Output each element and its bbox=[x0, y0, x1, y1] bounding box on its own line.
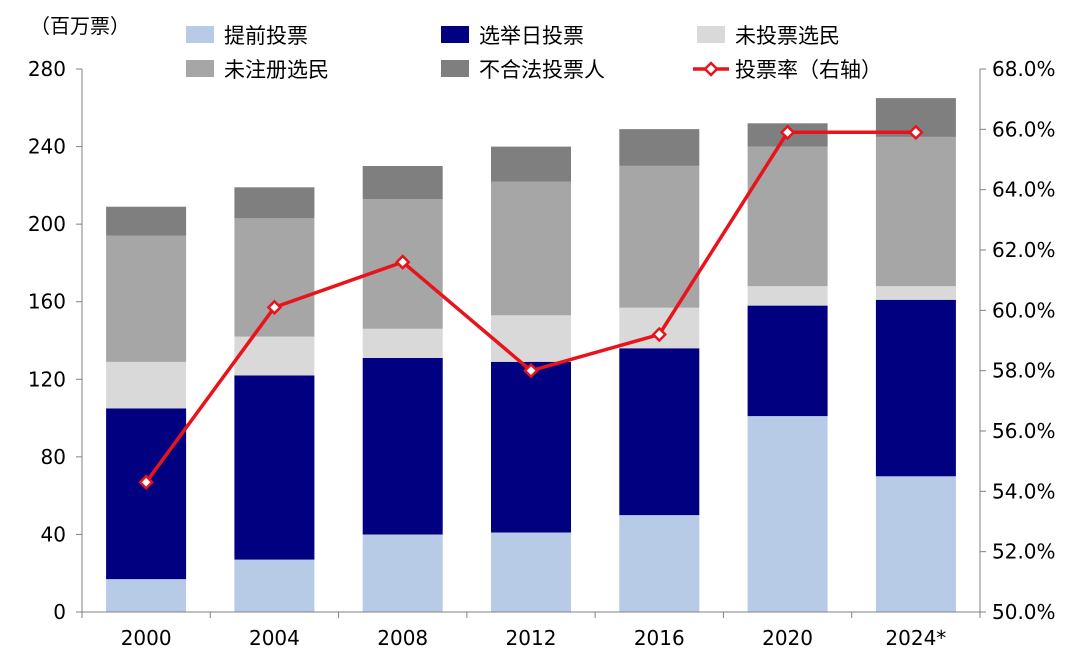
x-tick-label: 2024* bbox=[885, 626, 946, 650]
left-tick-label: 160 bbox=[28, 290, 66, 314]
bar-2020-series-1 bbox=[747, 305, 828, 417]
bar-2024-series-3 bbox=[875, 136, 956, 287]
right-tick-label: 66.0% bbox=[992, 117, 1056, 141]
turnout-point-2004 bbox=[266, 299, 283, 316]
bar-2000-series-2 bbox=[106, 361, 187, 409]
bar-2020-series-3 bbox=[747, 146, 828, 287]
left-tick-label: 280 bbox=[28, 57, 66, 81]
bar-2000-series-0 bbox=[106, 579, 187, 612]
legend-label: 提前投票 bbox=[224, 24, 308, 48]
bar-2000-series-1 bbox=[106, 408, 187, 580]
bar-2008-series-4 bbox=[362, 166, 443, 199]
bar-2008-series-2 bbox=[362, 328, 443, 358]
bar-2004-series-0 bbox=[234, 559, 315, 612]
left-tick-label: 120 bbox=[28, 367, 66, 391]
turnout-point-2024 bbox=[908, 124, 924, 141]
legend-label: 未注册选民 bbox=[224, 58, 329, 82]
turnout-line-group bbox=[138, 124, 924, 491]
x-tick-label: 2000 bbox=[121, 626, 172, 650]
legend-line-marker bbox=[703, 61, 719, 77]
left-tick-label: 80 bbox=[41, 445, 66, 469]
bar-2012-series-3 bbox=[491, 181, 571, 316]
right-tick-label: 62.0% bbox=[992, 238, 1056, 262]
turnout-point-2008 bbox=[394, 254, 411, 270]
bar-2004-series-2 bbox=[234, 336, 315, 376]
bar-2020-series-2 bbox=[747, 286, 828, 306]
legend-label: 投票率（右轴） bbox=[735, 58, 882, 82]
bar-2012-series-1 bbox=[491, 361, 571, 533]
bar-2024-series-0 bbox=[875, 476, 956, 613]
legend-label: 不合法投票人 bbox=[479, 58, 605, 82]
bars-group bbox=[106, 98, 956, 613]
legend-swatch bbox=[186, 26, 214, 43]
left-tick-label: 200 bbox=[28, 212, 66, 236]
x-tick-label: 2004 bbox=[249, 626, 300, 650]
bar-2012-series-4 bbox=[491, 146, 571, 182]
x-tick-label: 2008 bbox=[377, 626, 428, 650]
right-tick-label: 60.0% bbox=[992, 298, 1056, 322]
bar-2016-series-3 bbox=[619, 166, 700, 308]
x-tick-label: 2016 bbox=[634, 626, 685, 650]
right-tick-label: 52.0% bbox=[992, 540, 1056, 564]
legend-label: 未投票选民 bbox=[735, 24, 840, 48]
bar-2000-series-3 bbox=[106, 235, 187, 362]
left-tick-label: 40 bbox=[41, 522, 66, 546]
bar-2004-series-1 bbox=[234, 375, 315, 560]
bar-2012-series-0 bbox=[491, 532, 571, 612]
legend-swatch bbox=[441, 60, 469, 77]
axes-group: 0 40 80 120 160 200 240 280 50.0% 52.0% 54.0% 56.0%… bbox=[28, 57, 1056, 650]
right-tick-label: 64.0% bbox=[992, 178, 1056, 202]
left-tick-label: 0 bbox=[53, 600, 66, 624]
x-tick-label: 2012 bbox=[506, 626, 557, 650]
right-tick-label: 58.0% bbox=[992, 359, 1056, 383]
legend-swatch bbox=[186, 60, 214, 77]
turnout-point-2020 bbox=[779, 124, 796, 141]
right-tick-label: 50.0% bbox=[992, 600, 1056, 624]
bar-2000-series-4 bbox=[106, 206, 187, 236]
right-tick-label: 68.0% bbox=[992, 57, 1056, 81]
bar-2008-series-0 bbox=[362, 534, 443, 612]
legend-swatch bbox=[441, 26, 469, 43]
turnout-point-2000 bbox=[138, 474, 154, 491]
turnout-point-2016 bbox=[651, 326, 668, 343]
x-tick-label: 2020 bbox=[762, 626, 813, 650]
legend-label: 选举日投票 bbox=[479, 24, 584, 48]
turnout-point-2012 bbox=[523, 362, 539, 379]
bar-2024-series-1 bbox=[875, 299, 956, 477]
bar-2016-series-0 bbox=[619, 515, 700, 612]
bar-2020-series-0 bbox=[747, 416, 828, 612]
left-tick-label: 240 bbox=[28, 135, 66, 159]
right-tick-label: 54.0% bbox=[992, 479, 1056, 503]
legend-swatch bbox=[697, 26, 725, 43]
bar-2012-series-2 bbox=[491, 315, 571, 362]
bar-2016-series-1 bbox=[619, 348, 700, 516]
bar-2024-series-2 bbox=[875, 286, 956, 300]
bar-2004-series-3 bbox=[234, 218, 315, 337]
bar-2008-series-1 bbox=[362, 358, 443, 535]
bar-2016-series-4 bbox=[619, 129, 700, 166]
right-tick-label: 56.0% bbox=[992, 419, 1056, 443]
y-axis-unit-label: （百万票） bbox=[30, 14, 130, 38]
bar-2004-series-4 bbox=[234, 187, 315, 219]
